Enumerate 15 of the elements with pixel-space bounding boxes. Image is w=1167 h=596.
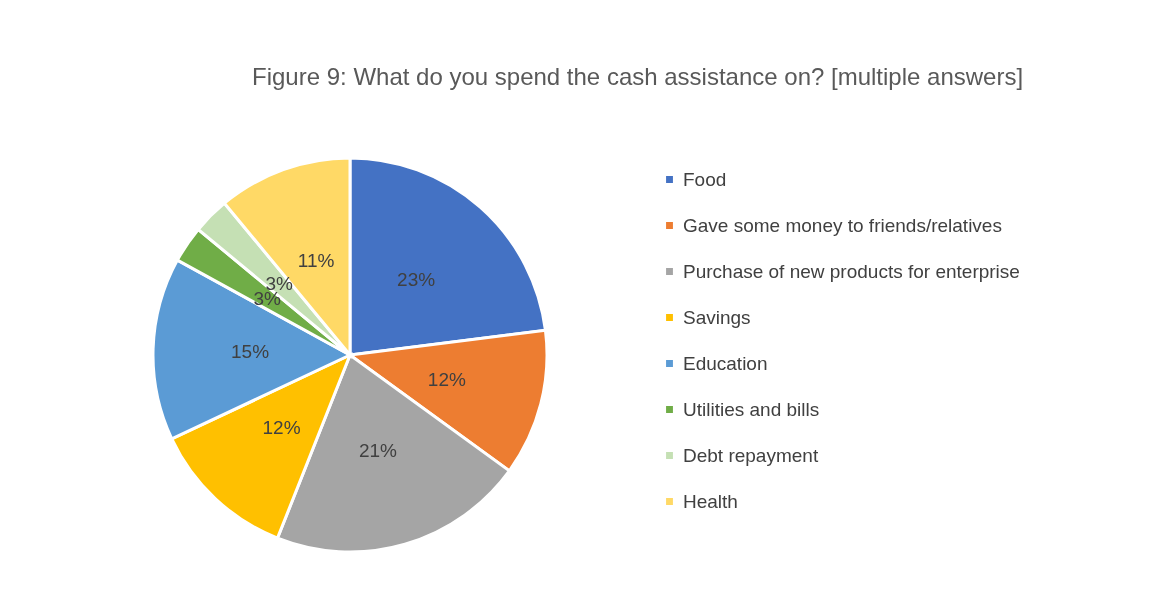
- legend-label: Health: [683, 490, 738, 512]
- legend-label: Purchase of new products for enterprise: [683, 260, 1020, 282]
- chart-title: Figure 9: What do you spend the cash assistance on? [multiple answers]: [252, 63, 1024, 90]
- data-label: 23%: [397, 268, 436, 290]
- legend-label: Debt repayment: [683, 444, 819, 466]
- legend-label: Savings: [683, 306, 751, 328]
- legend-label: Food: [683, 168, 727, 190]
- legend-label: Utilities and bills: [683, 398, 820, 420]
- data-label: 11%: [297, 249, 335, 271]
- data-label: 15%: [231, 340, 270, 362]
- data-label: 12%: [427, 368, 466, 390]
- legend-label: Gave some money to friends/relatives: [683, 214, 1002, 236]
- legend-label: Education: [683, 352, 768, 374]
- data-label: 12%: [262, 416, 301, 438]
- data-label: 21%: [358, 440, 398, 462]
